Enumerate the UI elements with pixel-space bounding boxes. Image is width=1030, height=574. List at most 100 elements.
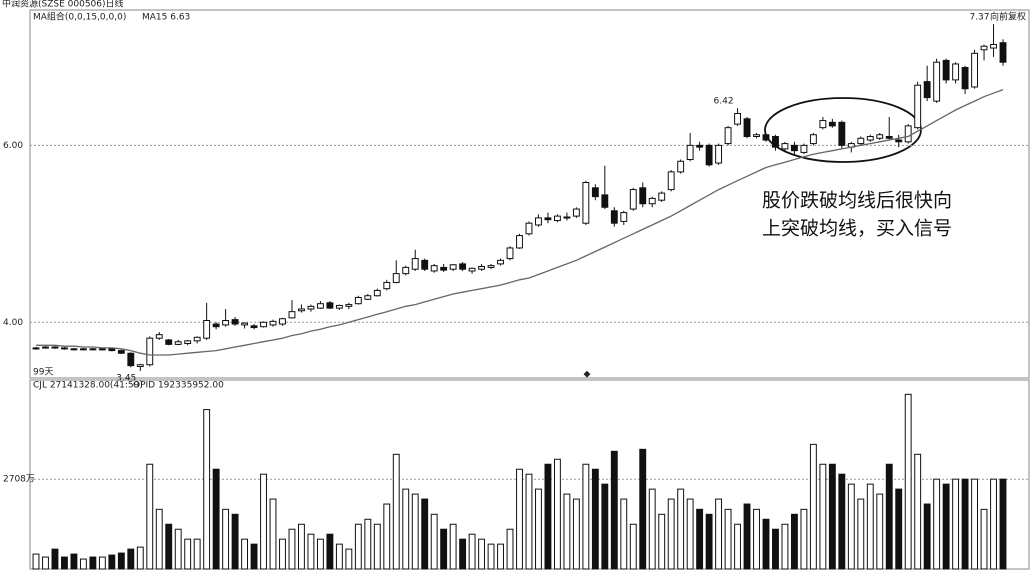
volume-bar [383,503,391,570]
candle-body [639,187,647,205]
volume-bar [136,546,144,570]
candle-body [667,171,675,191]
candle-body [222,320,230,326]
volume-bar [904,393,912,570]
volume-bar [686,498,694,570]
volume-bar [629,523,637,570]
candle-body [430,265,438,272]
candle-body [42,346,49,349]
volume-bar [952,478,960,570]
volume-bar [667,498,675,570]
candle-body [392,273,400,283]
candle-body [345,304,353,307]
candle-body [32,347,40,350]
volume-bar [231,513,239,570]
candle-body [383,281,391,290]
volume-bar [610,450,618,570]
candle-body [212,323,220,328]
candle-body [923,81,931,99]
chart-title: 中润资源(SZSE 000506)日线 [2,0,124,10]
candle-body [307,305,315,310]
candle-body [108,348,116,352]
volume-bar [563,493,571,570]
candle-body [971,52,978,88]
candle-body [516,235,523,249]
volume-bar [553,458,561,570]
candle-body [421,259,429,270]
volume-bar [174,528,182,570]
candle-body [487,265,495,268]
candle-body [288,311,296,319]
extreme-label: 6.42 [714,97,734,107]
volume-bar [980,508,988,570]
y-tick-label: 4.00 [3,318,23,328]
adjust-label: 向前复权 [990,11,1026,23]
candle-body [601,194,609,208]
price-frame [29,9,1030,379]
candle-body [648,197,656,205]
candle-body [781,143,789,150]
volume-bar [525,473,533,570]
volume-bar [354,523,362,570]
volume-extra: OPID 192335952.00 [133,381,224,391]
candle-body [184,340,192,345]
candle-body [165,339,173,345]
volume-bar [743,503,751,570]
candle-body [298,308,305,312]
candle-body [497,259,504,265]
volume-bar [193,538,201,570]
candle-body [563,216,571,219]
candle-body [582,182,590,224]
volume-bar [212,468,220,570]
ma-title: MA组合(0,0,15,0,0,0) [33,11,126,23]
volume-bar [440,528,448,570]
volume-bar [914,453,922,570]
candle-body [734,113,741,125]
y-tick-label: 6.00 [3,141,23,151]
volume-bar [459,538,467,570]
volume-bar [895,488,903,570]
candle-body [610,210,618,224]
candle-body [250,325,258,329]
candle-body [241,322,249,326]
candle-body [904,125,912,143]
candle-body [155,334,163,339]
candle-body [373,289,381,297]
candle-body [790,144,798,152]
candle-body [838,121,846,146]
candle-body [468,267,476,272]
volume-bar [601,483,609,570]
candle-body [819,120,827,129]
candle-body [51,346,59,349]
volume-bar [184,538,192,570]
candle-body [193,336,201,342]
candle-body [535,217,542,226]
candle-body [174,341,182,345]
volume-bar [819,463,827,570]
volume-bar [373,523,381,570]
candle-body [506,247,514,260]
volume-bar [781,523,789,570]
volume-bar [572,498,580,570]
volume-bar [544,463,552,570]
candle-body [696,144,704,148]
volume-bar [961,478,969,570]
volume-bar [392,453,400,570]
volume-bar [971,478,978,570]
candle-body [269,320,277,326]
candle-body [809,134,817,145]
volume-bar [430,513,438,570]
candle-body [525,222,533,235]
volume-bar [487,543,495,570]
volume-bar [990,478,997,570]
candle-body [279,318,286,325]
volume-bar [326,533,334,570]
volume-bar [32,553,40,570]
days-label: 99天 [33,368,53,378]
marker: ◆ [584,370,591,380]
volume-title: CJL 27141328.00(41:59) [33,381,143,391]
volume-bar [734,523,741,570]
volume-bar [857,498,865,570]
candle-body [629,189,637,210]
